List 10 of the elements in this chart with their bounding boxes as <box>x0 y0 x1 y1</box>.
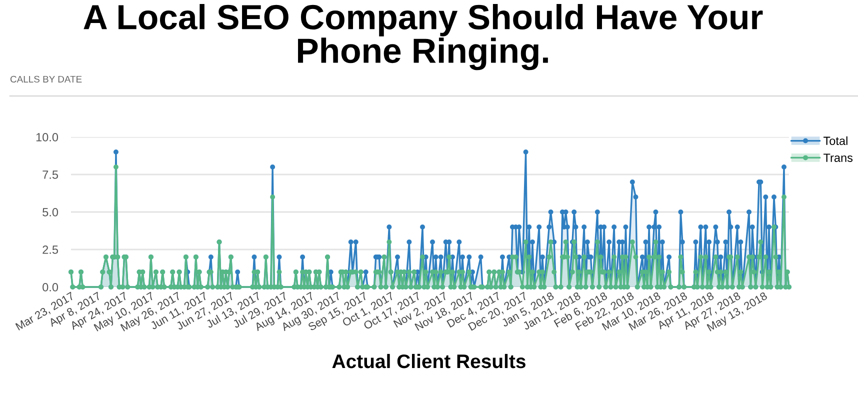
y-tick-label: 2.5 <box>42 246 58 254</box>
y-tick-label: 10.0 <box>36 133 58 142</box>
y-tick-label: 7.5 <box>42 170 58 179</box>
chart-title: A Local SEO Company Should Have Your Phone Ringing. <box>84 4 763 70</box>
chart-subtitle: CALLS BY DATE <box>10 76 82 83</box>
text: Actual Client Results <box>332 354 526 368</box>
legend-label: Trans <box>824 154 853 162</box>
y-tick-label: 0.0 <box>42 283 58 292</box>
y-tick-label: 5.0 <box>42 208 58 216</box>
legend-label: Total <box>824 136 848 146</box>
